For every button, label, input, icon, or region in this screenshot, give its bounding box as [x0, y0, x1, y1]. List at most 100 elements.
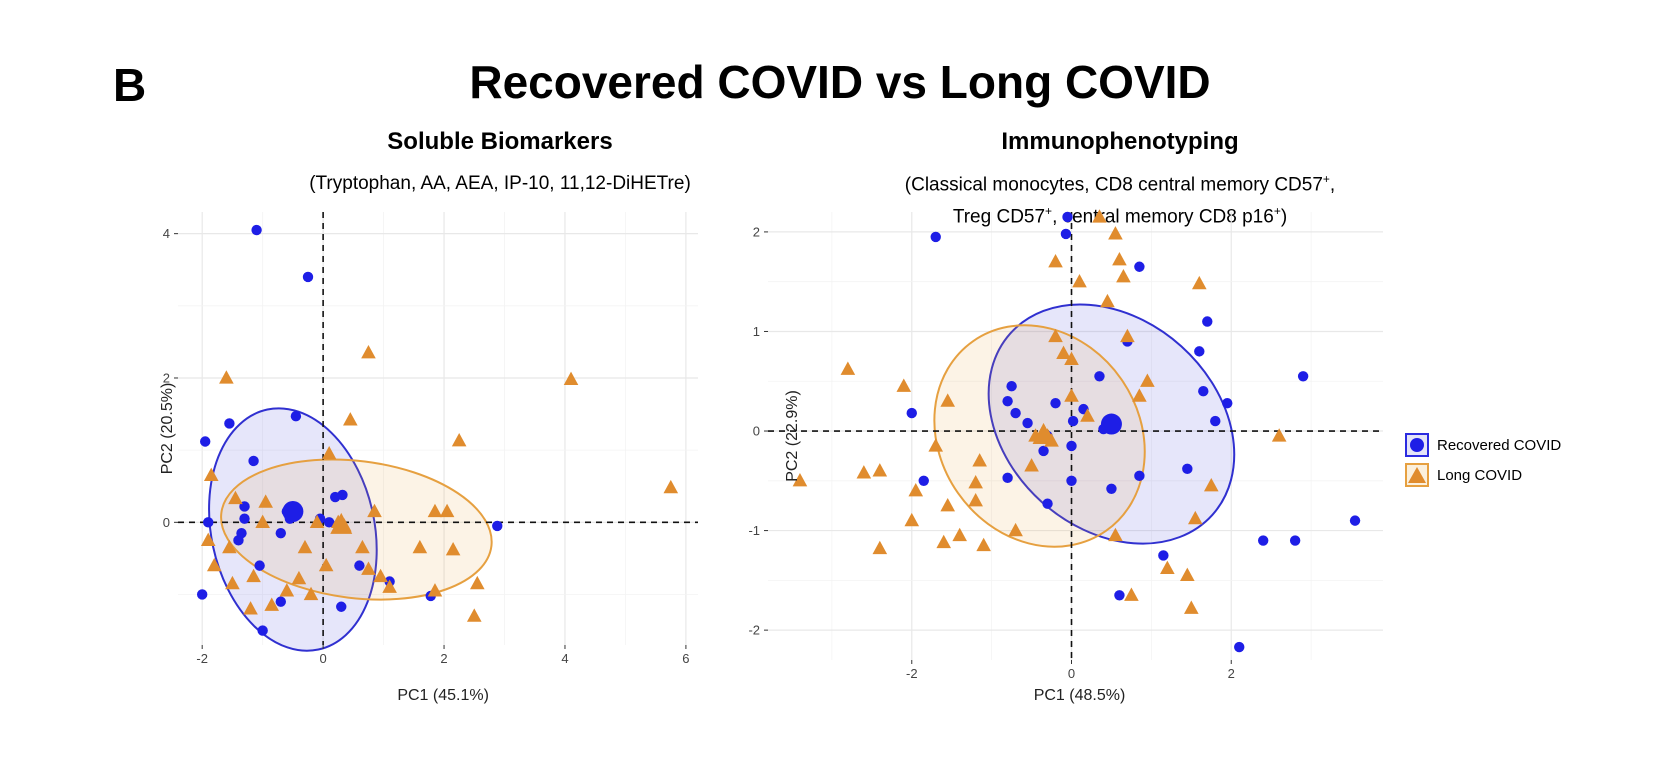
recovered-point	[254, 560, 265, 571]
right-chart-title: Immunophenotyping	[1001, 128, 1239, 155]
recovered-point	[1002, 395, 1013, 407]
long-covid-point	[840, 361, 856, 375]
long-covid-point	[427, 503, 443, 518]
recovered-point	[251, 224, 262, 236]
long-covid-point	[264, 597, 280, 611]
long-covid-point	[968, 492, 983, 507]
subtitle-text: Classical monocytes, CD8 central memory …	[911, 174, 1323, 196]
long-covid-point	[451, 433, 467, 447]
long-covid-point	[361, 561, 376, 575]
long-covid-point	[1188, 510, 1203, 525]
recovered-point	[1066, 475, 1077, 486]
y-tick-label: 4	[163, 226, 170, 241]
long-covid-point	[1108, 226, 1123, 240]
long-covid-point	[792, 473, 808, 487]
y-tick-label: 1	[753, 324, 760, 339]
recovered-point	[1257, 535, 1269, 546]
recovered-point	[337, 489, 348, 501]
long-covid-point	[663, 479, 679, 494]
y-tick-label: 2	[753, 224, 760, 239]
long-covid-point	[439, 503, 455, 518]
recovered-point	[1210, 415, 1221, 427]
recovered-point	[239, 513, 250, 524]
long-covid-point	[1048, 254, 1063, 268]
long-covid-point	[445, 541, 461, 556]
y-tick-label: -2	[748, 623, 760, 638]
legend-key-circle-icon	[1405, 433, 1429, 457]
long-covid-point	[303, 586, 319, 601]
long-covid-point	[355, 539, 370, 554]
legend-label: Long COVID	[1437, 466, 1523, 484]
recovered-point	[248, 455, 259, 467]
x-tick-label: 6	[682, 651, 689, 666]
long-covid-point	[1024, 458, 1039, 472]
long-covid-point	[228, 490, 243, 505]
recovered-point	[1134, 261, 1145, 272]
x-tick-label: 0	[319, 651, 326, 666]
recovered-point	[275, 527, 286, 539]
recovered-point	[1198, 386, 1209, 397]
x-axis-label: PC1 (48.5%)	[1034, 687, 1126, 704]
long-covid-point	[936, 534, 952, 549]
long-covid-point	[470, 575, 485, 590]
recovered-centroid	[1100, 413, 1122, 435]
recovered-point	[492, 520, 503, 532]
subtitle-sup: +	[1273, 204, 1281, 219]
long-covid-confidence-ellipse	[220, 458, 493, 601]
recovered-point	[275, 596, 286, 607]
long-covid-point	[1080, 408, 1095, 422]
long-covid-point	[412, 539, 428, 554]
y-axis-label: PC2 (20.5%)	[159, 383, 176, 475]
long-covid-point	[968, 475, 983, 489]
subtitle-text: ,	[1329, 174, 1336, 196]
long-covid-point	[1184, 600, 1199, 614]
left-chart-subtitle: (Tryptophan, AA, AEA, IP-10, 11,12-DiHET…	[309, 173, 691, 194]
long-covid-point	[1064, 388, 1079, 402]
recovered-point	[1042, 498, 1053, 509]
long-covid-point	[279, 583, 295, 597]
recovered-point	[1349, 515, 1361, 526]
long-covid-point	[928, 438, 944, 452]
recovered-point	[1114, 590, 1125, 601]
recovered-centroid	[282, 500, 304, 522]
recovered-point	[302, 271, 314, 283]
figure-title: Recovered COVID vs Long COVID	[469, 56, 1211, 108]
long-covid-point	[896, 378, 912, 392]
recovered-point	[1067, 415, 1079, 427]
long-covid-point	[1132, 388, 1147, 402]
left-chart-title: Soluble Biomarkers	[387, 128, 613, 155]
long-covid-point	[1092, 209, 1107, 223]
long-covid-point	[343, 412, 358, 426]
x-tick-label: 0	[1068, 666, 1075, 681]
recovered-point	[236, 527, 247, 539]
recovered-point	[1134, 470, 1145, 482]
long-covid-point	[367, 503, 382, 518]
subtitle-sup: +	[1322, 172, 1330, 186]
long-covid-point	[856, 465, 872, 479]
y-tick-label: 0	[163, 515, 170, 530]
long-covid-point	[1056, 345, 1071, 359]
long-covid-point	[219, 370, 234, 384]
long-covid-point	[246, 568, 261, 583]
legend-key-triangle-icon	[1405, 463, 1429, 487]
subtitle-text: , central memory CD8 p16	[1052, 206, 1274, 228]
recovered-point	[1158, 550, 1169, 561]
right-plot-area: -2 0 2 -2 -1 0 1 2 PC1 (48.5%) PC2 (22.9%)	[748, 209, 1383, 704]
recovered-point	[930, 231, 941, 243]
x-tick-label: 2	[1228, 666, 1235, 681]
long-covid-point	[1108, 527, 1123, 542]
long-covid-point	[952, 527, 967, 542]
long-covid-point	[309, 514, 325, 528]
long-covid-point	[203, 467, 219, 482]
right-chart-subtitle: (Classical monocytes, CD8 central memory…	[790, 166, 1450, 231]
long-covid-point	[1112, 252, 1127, 266]
recovered-point	[203, 517, 214, 528]
long-covid-point	[225, 575, 240, 590]
legend-label: Recovered COVID	[1437, 436, 1562, 454]
long-covid-point	[361, 344, 376, 359]
long-covid-point	[1271, 428, 1287, 442]
recovered-point	[257, 625, 268, 636]
recovered-point	[200, 436, 211, 447]
